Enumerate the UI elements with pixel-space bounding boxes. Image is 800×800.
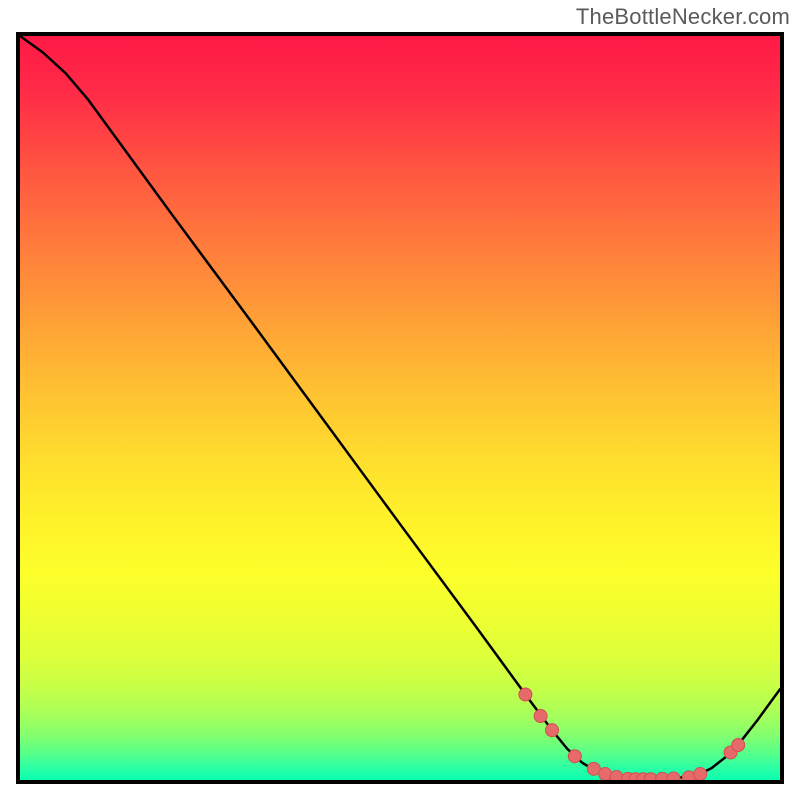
marker-point	[599, 768, 612, 781]
attribution-text: TheBottleNecker.com	[576, 4, 790, 30]
marker-point	[534, 710, 547, 723]
marker-point	[732, 739, 745, 752]
bottleneck-curve-chart	[16, 32, 784, 784]
marker-point	[568, 750, 581, 763]
marker-point	[546, 724, 559, 737]
chart-container	[16, 32, 784, 784]
marker-point	[694, 768, 707, 781]
chart-background	[16, 32, 784, 784]
marker-point	[519, 688, 532, 701]
